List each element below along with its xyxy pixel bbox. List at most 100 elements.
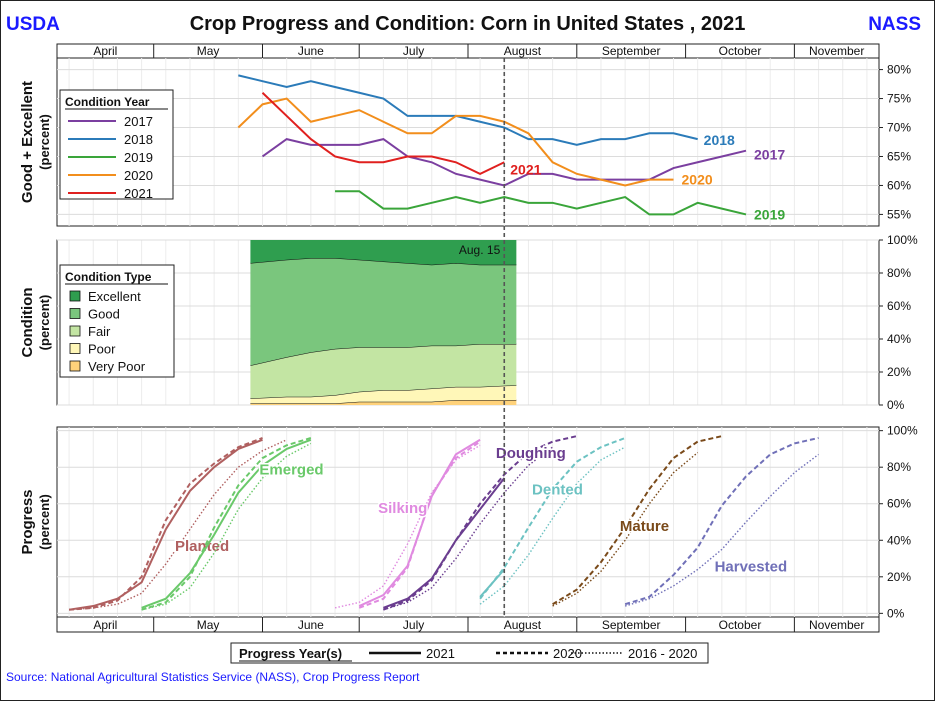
progress-y-tick-label: 100%	[887, 424, 918, 438]
legend-label-2021: 2021	[124, 186, 153, 201]
condition-area-excellent	[250, 240, 517, 265]
progress-avg-line-silking	[334, 444, 481, 609]
progress-2021-line-emerged	[141, 438, 312, 609]
condition-y-tick-label: 40%	[887, 332, 911, 346]
end-label-2021: 2021	[510, 161, 541, 177]
legend-swatch-fair	[69, 325, 81, 337]
condition-line-2020	[237, 97, 674, 187]
condition-area-fair	[250, 343, 517, 399]
legend-swatch-poor	[69, 343, 81, 354]
progress-2020-line-harvested	[624, 436, 819, 606]
legend-label-2: 2016 - 2020	[628, 646, 697, 661]
stage-label-dented: Dented	[532, 482, 583, 499]
bottom-month-label-june: June	[298, 618, 324, 632]
progress-year-legend: Progress Year(s) 2021 2020 2016 - 2020	[230, 642, 709, 664]
condition-y-tick-label: 20%	[887, 365, 911, 379]
bottom-month-label-september: September	[602, 618, 661, 632]
top-month-label-june: June	[298, 44, 324, 58]
good-excellent-y-tick-label: 70%	[887, 121, 911, 135]
progress-panel: 0%20%40%60%80%100%PlantedEmergedSilkingD…	[56, 424, 918, 620]
progress-2020-line-mature	[552, 435, 723, 606]
progress-2021-line-doughing	[383, 477, 506, 609]
good-excellent-y-tick-label: 65%	[887, 149, 911, 163]
stage-label-emerged: Emerged	[259, 462, 323, 479]
bottom-month-label-october: October	[719, 618, 762, 632]
end-label-2018: 2018	[704, 132, 735, 148]
y-axis-unit: (percent)	[37, 295, 52, 351]
y-axis-title: Good + Excellent	[19, 81, 36, 203]
y-axis-unit: (percent)	[37, 114, 52, 170]
progress-y-tick-label: 60%	[887, 497, 911, 511]
legend-swatch-good	[69, 308, 81, 319]
top-month-label-august: August	[504, 44, 542, 58]
legend-label-fair: Fair	[88, 324, 111, 339]
legend-label-excellent: Excellent	[88, 289, 141, 304]
bottom-month-label-november: November	[809, 618, 864, 632]
condition-line-2021	[261, 92, 505, 175]
y-axis-title: Condition	[19, 288, 36, 358]
condition-y-tick-label: 0%	[887, 398, 905, 412]
top-month-label-november: November	[809, 44, 864, 58]
legend-label-2019: 2019	[124, 150, 153, 165]
legend-title: Condition Type	[65, 270, 152, 284]
good-excellent-y-tick-label: 80%	[887, 63, 911, 77]
legend-label-2018: 2018	[124, 132, 153, 147]
progress-avg-line-mature	[552, 452, 699, 607]
progress-y-tick-label: 40%	[887, 533, 911, 547]
progress-2021-line-silking	[358, 438, 481, 607]
condition-year-legend: Condition Year 2017 2018 2019 2020 2021	[59, 89, 174, 201]
bottom-month-label-august: August	[504, 618, 542, 632]
end-label-2019: 2019	[754, 206, 785, 222]
condition-area-good	[250, 258, 517, 366]
y-axis-unit: (percent)	[37, 494, 52, 550]
condition-line-2019	[335, 190, 747, 216]
progress-avg-line-harvested	[624, 453, 819, 607]
stage-label-silking: Silking	[378, 500, 427, 517]
condition-line-2018	[238, 74, 698, 146]
legend-label-1: 2020	[553, 646, 582, 661]
condition-y-tick-label: 100%	[887, 233, 918, 247]
top-month-label-may: May	[197, 44, 220, 58]
usda-logo-text: USDA	[6, 14, 60, 35]
bottom-month-strip: April May June July August September October No…	[56, 616, 880, 633]
stage-label-doughing: Doughing	[496, 445, 566, 462]
nass-logo-text: NASS	[868, 14, 921, 35]
good-excellent-y-tick-label: 60%	[887, 178, 911, 192]
good-excellent-y-tick-label: 75%	[887, 92, 911, 106]
legend-swatch-very-poor	[69, 360, 81, 372]
top-month-label-april: April	[93, 44, 117, 58]
top-month-label-july: July	[403, 44, 424, 58]
progress-2020-line-dented	[479, 437, 626, 600]
condition-panel: 0% 20% 40% 60% 80% 100% Aug. 15	[56, 233, 918, 412]
bottom-month-label-may: May	[197, 618, 220, 632]
progress-2021-line-dented	[479, 568, 506, 598]
top-month-label-october: October	[719, 44, 762, 58]
condition-y-tick-label: 60%	[887, 299, 911, 313]
bottom-month-label-april: April	[93, 618, 117, 632]
legend-title: Progress Year(s)	[239, 646, 342, 661]
end-label-2017: 2017	[754, 147, 785, 163]
good-excellent-panel-box	[56, 57, 880, 227]
progress-y-tick-label: 80%	[887, 460, 911, 474]
progress-panel-box	[56, 426, 880, 618]
stage-label-mature: Mature	[620, 518, 669, 535]
legend-label-good: Good	[88, 307, 120, 322]
legend-swatch-excellent	[69, 290, 81, 302]
progress-avg-line-dented	[479, 446, 626, 605]
condition-y-tick-label: 80%	[887, 266, 911, 280]
progress-y-tick-label: 20%	[887, 570, 911, 584]
good-excellent-y-tick-label: 55%	[887, 207, 911, 221]
progress-2020-line-doughing	[383, 435, 578, 611]
legend-label-very-poor: Very Poor	[88, 359, 146, 374]
legend-label-0: 2021	[426, 646, 455, 661]
condition-year-legend-box	[59, 89, 174, 200]
condition-type-legend: Condition Type Excellent Good Fair Poor Very …	[59, 264, 175, 378]
progress-2020-line-emerged	[141, 437, 312, 611]
legend-label-2017: 2017	[124, 114, 153, 129]
stage-label-harvested: Harvested	[715, 558, 788, 575]
page-title: Crop Progress and Condition: Corn in Uni…	[189, 13, 746, 35]
progress-2021-line-planted	[68, 438, 263, 611]
legend-label-poor: Poor	[88, 342, 116, 357]
